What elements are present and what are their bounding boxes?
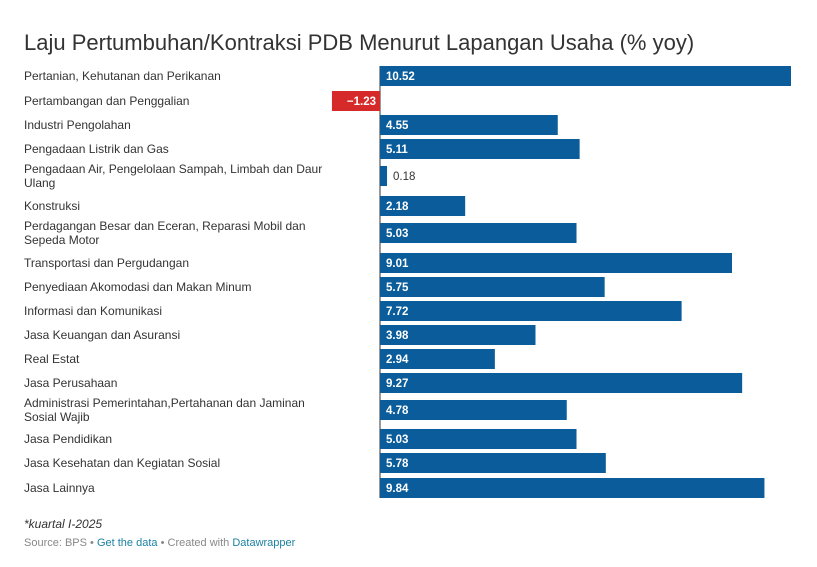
category-label: Transportasi dan Pergudangan [24,256,189,270]
bar [380,400,567,420]
category-label: Penyediaan Akomodasi dan Makan Minum [24,280,251,294]
source-text: Source: BPS [24,537,87,549]
footer-separator: • [160,537,165,549]
bar [380,223,577,243]
value-label: 5.03 [386,434,408,446]
bar-row: Konstruksi 2.18 [24,196,466,216]
category-label: Industri Pengolahan [24,118,131,132]
value-label: 2.94 [386,354,409,366]
bar [331,91,380,111]
bar [380,453,606,473]
bar-row: Jasa Kesehatan dan Kegiatan Sosial 5.78 [24,453,606,473]
bar-row: Pengadaan Air, Pengelolaan Sampah, Limba… [24,162,415,190]
category-label: Pertanian, Kehutanan dan Perikanan [24,69,221,83]
bar-row: Jasa Pendidikan 5.03 [24,429,577,449]
bar-row: Real Estat 2.94 [24,349,495,369]
value-label: 5.75 [386,282,409,294]
bar-row: Perdagangan Besar dan Eceran, Reparasi M… [24,219,577,247]
bar-row: Pertanian, Kehutanan dan Perikanan 10.52 [24,66,791,86]
value-label: 4.78 [386,405,409,417]
chart-footer: Source: BPS • Get the data • Created wit… [24,537,295,549]
value-label: −1.23 [347,96,376,108]
bar [380,325,536,345]
category-label: Pengadaan Air, Pengelolaan Sampah, Limba… [24,162,322,190]
value-label: 7.72 [386,306,408,318]
value-label: 3.98 [386,330,409,342]
bar-row: Jasa Lainnya 9.84 [24,478,765,498]
category-label: Administrasi Pemerintahan,Pertahanan dan… [24,396,305,424]
bar [380,66,791,86]
bar-row: Administrasi Pemerintahan,Pertahanan dan… [24,396,567,424]
value-label: 0.18 [393,171,415,183]
value-label: 5.11 [386,144,408,156]
created-with-text: Created with [167,537,230,549]
value-label: 4.55 [386,120,409,132]
bar [380,253,733,273]
bar [380,349,495,369]
value-label: 2.18 [386,201,409,213]
value-label: 5.78 [386,458,409,470]
value-label: 9.27 [386,378,408,390]
bar-row: Industri Pengolahan 4.55 [24,115,558,135]
category-label: Pertambangan dan Penggalian [24,94,189,108]
chart-title: Laju Pertumbuhan/Kontraksi PDB Menurut L… [24,30,695,55]
bar-row: Jasa Perusahaan 9.27 [24,373,743,393]
value-label: 9.01 [386,258,409,270]
bar-row: Pertambangan dan Penggalian −1.23 [24,91,380,111]
bar [380,301,682,321]
bar [380,373,743,393]
category-label: Perdagangan Besar dan Eceran, Reparasi M… [24,219,306,247]
category-label: Informasi dan Komunikasi [24,304,162,318]
category-label: Pengadaan Listrik dan Gas [24,142,169,156]
bar [380,478,765,498]
value-label: 10.52 [386,71,415,83]
category-label: Jasa Perusahaan [24,376,117,390]
chart-note: *kuartal I-2025 [24,517,103,531]
value-label: 5.03 [386,228,408,240]
category-label: Real Estat [24,352,80,366]
bar-chart: Pertanian, Kehutanan dan Perikanan 10.52P… [24,66,791,498]
footer-separator: • [90,537,94,549]
bar [380,166,388,186]
bar [380,196,466,216]
bar-row: Pengadaan Listrik dan Gas 5.11 [24,139,580,159]
get-data-link[interactable]: Get the data [96,537,158,549]
bar [380,277,605,297]
category-label: Konstruksi [24,199,80,213]
category-label: Jasa Kesehatan dan Kegiatan Sosial [24,456,220,470]
bar [380,139,580,159]
category-label: Jasa Pendidikan [24,432,112,446]
bar-row: Penyediaan Akomodasi dan Makan Minum 5.75 [24,277,605,297]
category-label: Jasa Keuangan dan Asuransi [24,328,180,342]
value-label: 9.84 [386,483,409,495]
bar-row: Informasi dan Komunikasi 7.72 [24,301,682,321]
bar [380,429,577,449]
bar [380,115,558,135]
category-label: Jasa Lainnya [24,481,95,495]
datawrapper-link[interactable]: Datawrapper [232,537,296,549]
bar-row: Transportasi dan Pergudangan 9.01 [24,253,733,273]
bar-row: Jasa Keuangan dan Asuransi 3.98 [24,325,536,345]
